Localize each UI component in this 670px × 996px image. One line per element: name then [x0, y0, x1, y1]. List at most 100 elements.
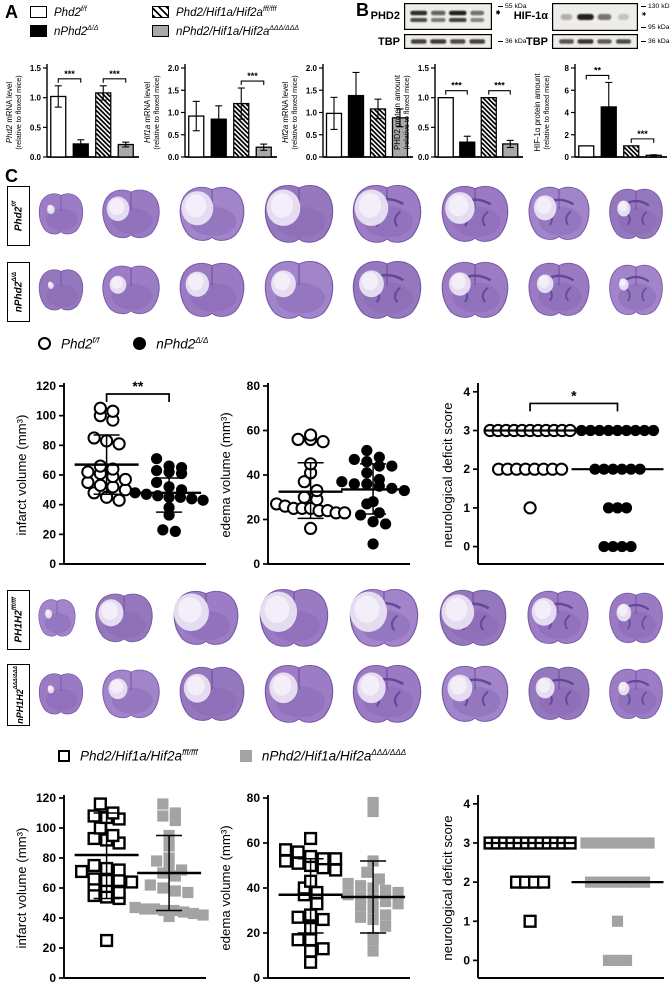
- brain-row-label-ph1h2: PH1H2fff/fff: [7, 590, 30, 650]
- svg-text:0: 0: [463, 953, 470, 967]
- brain-section: [262, 259, 336, 326]
- svg-text:8: 8: [565, 64, 570, 73]
- blot-svg: [552, 34, 639, 50]
- blot-label-tbp-1: TBP: [378, 36, 400, 48]
- svg-text:2.0: 2.0: [306, 64, 318, 73]
- brain-row-label-nph1h2: nPH1H2ΔΔΔ/ΔΔΔ: [7, 664, 30, 726]
- svg-text:(relative to floxed mice): (relative to floxed mice): [152, 75, 161, 149]
- brain-section: [607, 187, 665, 246]
- legend-item-phd2-ff: Phd2f/f: [30, 6, 87, 19]
- kda-marker: 36 kDa: [498, 38, 527, 45]
- brain-section: [439, 664, 511, 729]
- svg-text:4: 4: [463, 385, 470, 399]
- circle-open-icon: [38, 337, 51, 351]
- svg-text:1.0: 1.0: [168, 109, 180, 118]
- brain-section: [177, 261, 247, 324]
- svg-text:***: ***: [637, 129, 648, 139]
- svg-text:1.5: 1.5: [418, 64, 430, 73]
- brain-sections-row-nph1h2: [34, 658, 668, 734]
- svg-text:60: 60: [43, 881, 57, 895]
- svg-text:(relative to floxed mice): (relative to floxed mice): [402, 75, 411, 149]
- bar-chart-phd2-mrna: 0.0 0.5 1.0 1.5 Phd2 mRNA level (relative to …: [2, 52, 140, 168]
- brain-section: [100, 188, 162, 245]
- brain-section: [350, 183, 424, 250]
- svg-text:0.0: 0.0: [306, 153, 318, 162]
- blot-svg: [552, 3, 639, 31]
- svg-text:4: 4: [463, 797, 470, 811]
- svg-text:80: 80: [43, 851, 57, 865]
- svg-text:40: 40: [43, 911, 57, 925]
- svg-text:40: 40: [247, 881, 261, 895]
- svg-text:0.5: 0.5: [306, 131, 318, 140]
- brain-section: [37, 268, 85, 317]
- brain-row-label-phd2-ff: Phd2f/f: [7, 186, 30, 246]
- westernblot-tbp-1: [404, 34, 493, 50]
- svg-text:0: 0: [49, 557, 56, 571]
- legend-label: nPhd2Δ/Δ: [156, 336, 209, 352]
- legend-item-nphd2-hif1a-hif2a: nPhd2/Hif1a/Hif2aΔΔΔ/ΔΔΔ: [152, 25, 299, 38]
- marker-dash-icon: [641, 6, 646, 7]
- legend-label: nPhd2/Hif1a/Hif2aΔΔΔ/ΔΔΔ: [176, 25, 299, 38]
- brain-section: [525, 589, 591, 651]
- legend-item-phd2-hif1a-hif2a: Phd2/Hif1a/Hif2afff/fff: [152, 6, 276, 19]
- svg-text:0.5: 0.5: [30, 123, 42, 132]
- blot-label-phd2: PHD2: [370, 10, 400, 22]
- legend-label: nPhd2Δ/Δ: [54, 25, 99, 38]
- svg-text:***: ***: [64, 69, 75, 79]
- scatter-legend-2: Phd2/Hif1a/Hif2afff/fff nPhd2/Hif1a/Hif2…: [58, 748, 406, 764]
- svg-text:Phd2 mRNA level: Phd2 mRNA level: [5, 82, 14, 143]
- brain-section: [37, 672, 85, 721]
- svg-text:0.5: 0.5: [168, 131, 180, 140]
- svg-text:6: 6: [565, 86, 570, 95]
- scatter-infarct-volume-2: 0 20 40 60 80 100 120 infarct volume (mm³): [12, 778, 210, 992]
- svg-text:40: 40: [43, 498, 57, 512]
- scatter-plot-svg: 0 20 40 60 80 edema volume (mm³): [218, 379, 410, 571]
- svg-text:3: 3: [463, 836, 470, 850]
- svg-text:infarct volume (mm³): infarct volume (mm³): [14, 415, 29, 536]
- svg-text:1.0: 1.0: [30, 94, 42, 103]
- brain-section: [607, 263, 665, 322]
- svg-text:(relative to floxed mice): (relative to floxed mice): [14, 75, 23, 149]
- scatter-neuro-score-1: 0 1 2 3 4 neurological deficit score *: [438, 366, 668, 578]
- svg-text:HIF-1α protein amount: HIF-1α protein amount: [533, 73, 542, 152]
- svg-text:neurological deficit score: neurological deficit score: [440, 402, 455, 547]
- brain-section: [177, 185, 247, 248]
- brain-section: [177, 665, 247, 728]
- svg-text:2.0: 2.0: [168, 64, 180, 73]
- brain-section: [526, 665, 592, 727]
- svg-text:80: 80: [247, 379, 261, 393]
- svg-text:**: **: [594, 65, 602, 75]
- bar-chart-svg: 0.0 0.5 1.0 1.5 Phd2 mRNA level (relative to …: [5, 64, 139, 162]
- bar-chart-svg: 0.0 0.5 1.0 1.5 2.0 Hif1a mRNA level (relative…: [143, 64, 277, 162]
- scatter-edema-volume-2: 0 20 40 60 80 edema volume (mm³): [216, 778, 414, 992]
- svg-text:3: 3: [463, 424, 470, 438]
- scatter-infarct-volume-1: 0 20 40 60 80 100 120 infarct volume (mm³) **: [12, 366, 210, 578]
- brain-section: [437, 588, 509, 653]
- brain-sections-row-phd2-ff: [34, 178, 668, 254]
- scatter-neuro-score-2: 0 1 2 3 4 neurological deficit score: [438, 778, 668, 992]
- svg-text:80: 80: [247, 791, 261, 805]
- marker-dash-icon: [498, 41, 503, 42]
- kda-marker: 55 kDa: [498, 3, 527, 10]
- blot-note-phd2: **: [490, 10, 501, 12]
- brain-section: [262, 663, 336, 730]
- svg-text:1.5: 1.5: [306, 86, 318, 95]
- scatter-plot-svg: 0 1 2 3 4 neurological deficit score *: [440, 383, 664, 565]
- westernblot-phd2: [404, 3, 493, 30]
- brain-section: [93, 592, 155, 649]
- svg-text:2: 2: [463, 462, 470, 476]
- brain-section: [607, 667, 665, 726]
- bar-chart-svg: 0.0 0.5 1.0 1.5 PHD2 protein amount (relative…: [393, 64, 523, 162]
- svg-text:0: 0: [463, 540, 470, 554]
- blot-svg: [404, 34, 493, 50]
- brain-row-label-text: PH1H2fff/fff: [12, 597, 25, 643]
- bar-chart-hif1a-protein: 0 2 4 6 8 HIF-1α protein amount (relative to f…: [530, 52, 668, 168]
- svg-text:Hif1a mRNA level: Hif1a mRNA level: [143, 82, 152, 143]
- scatter-edema-volume-1: 0 20 40 60 80 edema volume (mm³): [216, 366, 414, 578]
- svg-text:1.0: 1.0: [306, 109, 318, 118]
- svg-text:0: 0: [253, 557, 260, 571]
- svg-text:infarct volume (mm³): infarct volume (mm³): [14, 828, 29, 949]
- svg-text:2: 2: [565, 131, 570, 140]
- svg-text:***: ***: [494, 81, 505, 91]
